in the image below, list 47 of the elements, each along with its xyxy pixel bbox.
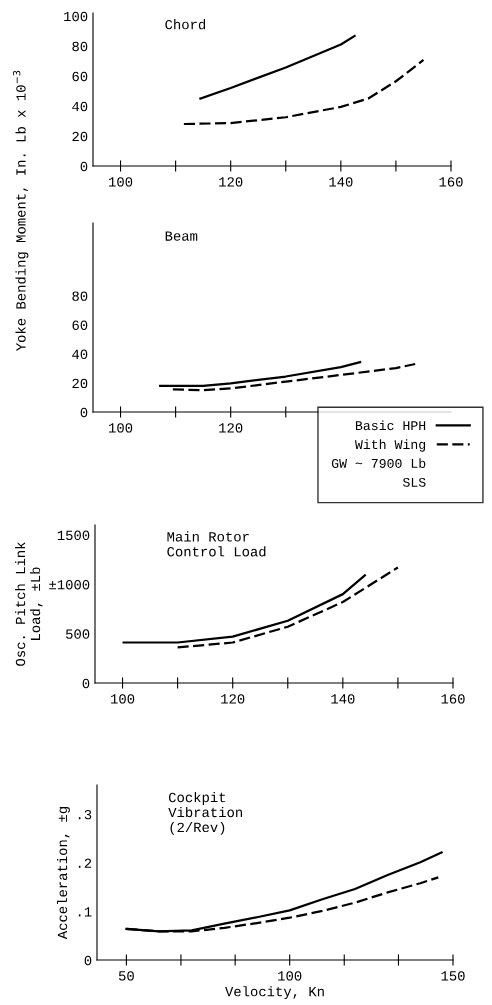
x-tick-label: 120: [221, 694, 245, 704]
legend-label: Basic HPH: [355, 420, 426, 431]
x-tick-label: 150: [441, 971, 465, 981]
y-tick-label: ±1000: [49, 579, 90, 590]
x-axis-title: Velocity, Kn: [225, 986, 324, 1000]
x-tick-label: 50: [118, 971, 134, 981]
y-tick-label: 0: [80, 161, 88, 172]
x-tick-label: 140: [329, 177, 353, 187]
y-tick-label: 20: [72, 131, 88, 142]
y-tick-label: .2: [78, 858, 92, 868]
y-tick-label: 500: [66, 629, 90, 639]
chart-title: Beam: [165, 231, 198, 241]
y-tick-label: 80: [72, 291, 88, 301]
y-axis-title: Acceleration, ±g: [56, 807, 70, 940]
x-tick-label: 140: [331, 694, 355, 704]
y-tick-label: 0: [82, 678, 90, 689]
x-tick-label: 100: [111, 694, 135, 704]
text: Cockpit Vibration (2/Rev): [168, 792, 242, 835]
line-series: [182, 58, 425, 126]
y-tick-label: 60: [72, 71, 88, 82]
x-tick-label: 100: [278, 971, 302, 981]
text: SLS: [402, 477, 426, 487]
y-tick-label: 40: [72, 101, 88, 112]
y-tick-label: 1500: [57, 530, 90, 541]
chart-title: Chord: [165, 19, 206, 30]
y-tick-label: 0: [80, 407, 88, 418]
x-tick-label: 160: [439, 177, 463, 187]
y-axis-title: Yoke Bending Moment, In. Lb x 10$^{−3}$: [13, 70, 29, 351]
line-series: [199, 34, 356, 100]
x-tick-label: 100: [109, 177, 133, 187]
y-tick-label: 80: [72, 41, 88, 52]
x-tick-label: 120: [219, 423, 243, 433]
y-tick-label: 40: [72, 349, 88, 360]
y-tick-label: 20: [72, 378, 88, 389]
line-series: [122, 574, 366, 644]
y-tick-label: .3: [78, 809, 92, 820]
y-tick-label: .1: [78, 907, 92, 917]
text: GW ~ 7900 Lb: [331, 458, 426, 468]
x-tick-label: 160: [441, 694, 465, 704]
line-series: [176, 566, 400, 649]
legend-label: With Wing: [354, 439, 426, 452]
text: Main Rotor Control Load: [167, 531, 266, 557]
y-tick-label: 100: [64, 11, 88, 22]
x-tick-label: 120: [219, 177, 243, 187]
y-axis-title: Osc. Pitch Link Load, ±Lb: [15, 542, 43, 666]
y-tick-label: 0: [84, 955, 92, 966]
y-tick-label: 60: [72, 320, 88, 330]
